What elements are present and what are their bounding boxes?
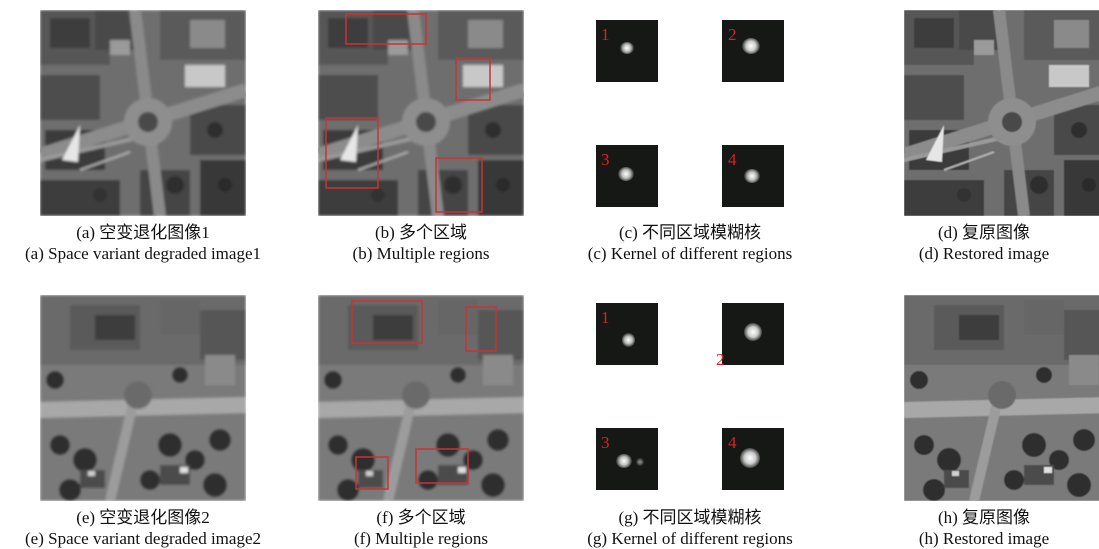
caption-en: (g) Kernel of different regions <box>587 529 793 548</box>
caption-d: (d) 复原图像 (d) Restored image <box>869 222 1099 264</box>
kernel-label: 3 <box>601 150 610 169</box>
region-box <box>325 117 379 189</box>
region-box <box>345 13 427 45</box>
caption-zh: (b) 多个区域 <box>374 223 468 242</box>
regions-image-2 <box>318 295 524 501</box>
kernel-label: 4 <box>728 433 737 452</box>
caption-a: (a) 空变退化图像1 (a) Space variant degraded i… <box>13 222 273 264</box>
caption-b: (b) 多个区域 (b) Multiple regions <box>291 222 551 264</box>
caption-en: (a) Space variant degraded image1 <box>25 244 261 263</box>
caption-zh: (a) 空变退化图像1 <box>76 223 210 242</box>
kernel-3: 3 <box>596 428 658 490</box>
regions-image-1 <box>318 10 524 216</box>
caption-zh: (f) 多个区域 <box>376 508 466 527</box>
caption-h: (h) 复原图像 (h) Restored image <box>869 507 1099 549</box>
region-box <box>415 448 469 484</box>
kernel-1: 1 <box>596 20 658 82</box>
caption-e: (e) 空变退化图像2 (e) Space variant degraded i… <box>13 507 273 549</box>
caption-c: (c) 不同区域模糊核 (c) Kernel of different regi… <box>560 222 820 264</box>
kernel-4: 4 <box>722 428 784 490</box>
caption-f: (f) 多个区域 (f) Multiple regions <box>291 507 551 549</box>
kernel-label: 1 <box>601 308 610 327</box>
region-box <box>455 57 491 101</box>
region-box <box>465 306 497 352</box>
kernel-2: 2 <box>716 303 784 368</box>
degraded-image-2 <box>40 295 246 501</box>
kernel-label: 3 <box>601 433 610 452</box>
restored-image-1 <box>904 10 1099 216</box>
kernel-3: 3 <box>596 145 658 207</box>
kernel-4: 4 <box>722 145 784 207</box>
caption-zh: (e) 空变退化图像2 <box>76 508 210 527</box>
region-box <box>435 157 483 213</box>
caption-en: (h) Restored image <box>918 529 1050 548</box>
caption-en: (b) Multiple regions <box>352 244 490 263</box>
caption-en: (e) Space variant degraded image2 <box>25 529 261 548</box>
region-box <box>355 456 389 490</box>
kernel-2: 2 <box>722 20 784 82</box>
caption-en: (f) Multiple regions <box>353 529 489 548</box>
degraded-image-1 <box>40 10 246 216</box>
caption-zh: (d) 复原图像 <box>937 223 1031 242</box>
caption-zh: (h) 复原图像 <box>937 508 1031 527</box>
caption-en: (d) Restored image <box>918 244 1050 263</box>
kernel-label: 2 <box>716 350 725 369</box>
kernel-label: 4 <box>728 150 737 169</box>
caption-g: (g) 不同区域模糊核 (g) Kernel of different regi… <box>560 507 820 549</box>
caption-en: (c) Kernel of different regions <box>587 244 793 263</box>
kernel-label: 1 <box>601 25 610 44</box>
kernel-label: 2 <box>728 25 737 44</box>
restored-image-2 <box>904 295 1099 501</box>
region-box <box>351 300 423 344</box>
kernel-1: 1 <box>596 303 658 365</box>
caption-zh: (c) 不同区域模糊核 <box>618 223 762 242</box>
caption-zh: (g) 不同区域模糊核 <box>618 508 762 527</box>
